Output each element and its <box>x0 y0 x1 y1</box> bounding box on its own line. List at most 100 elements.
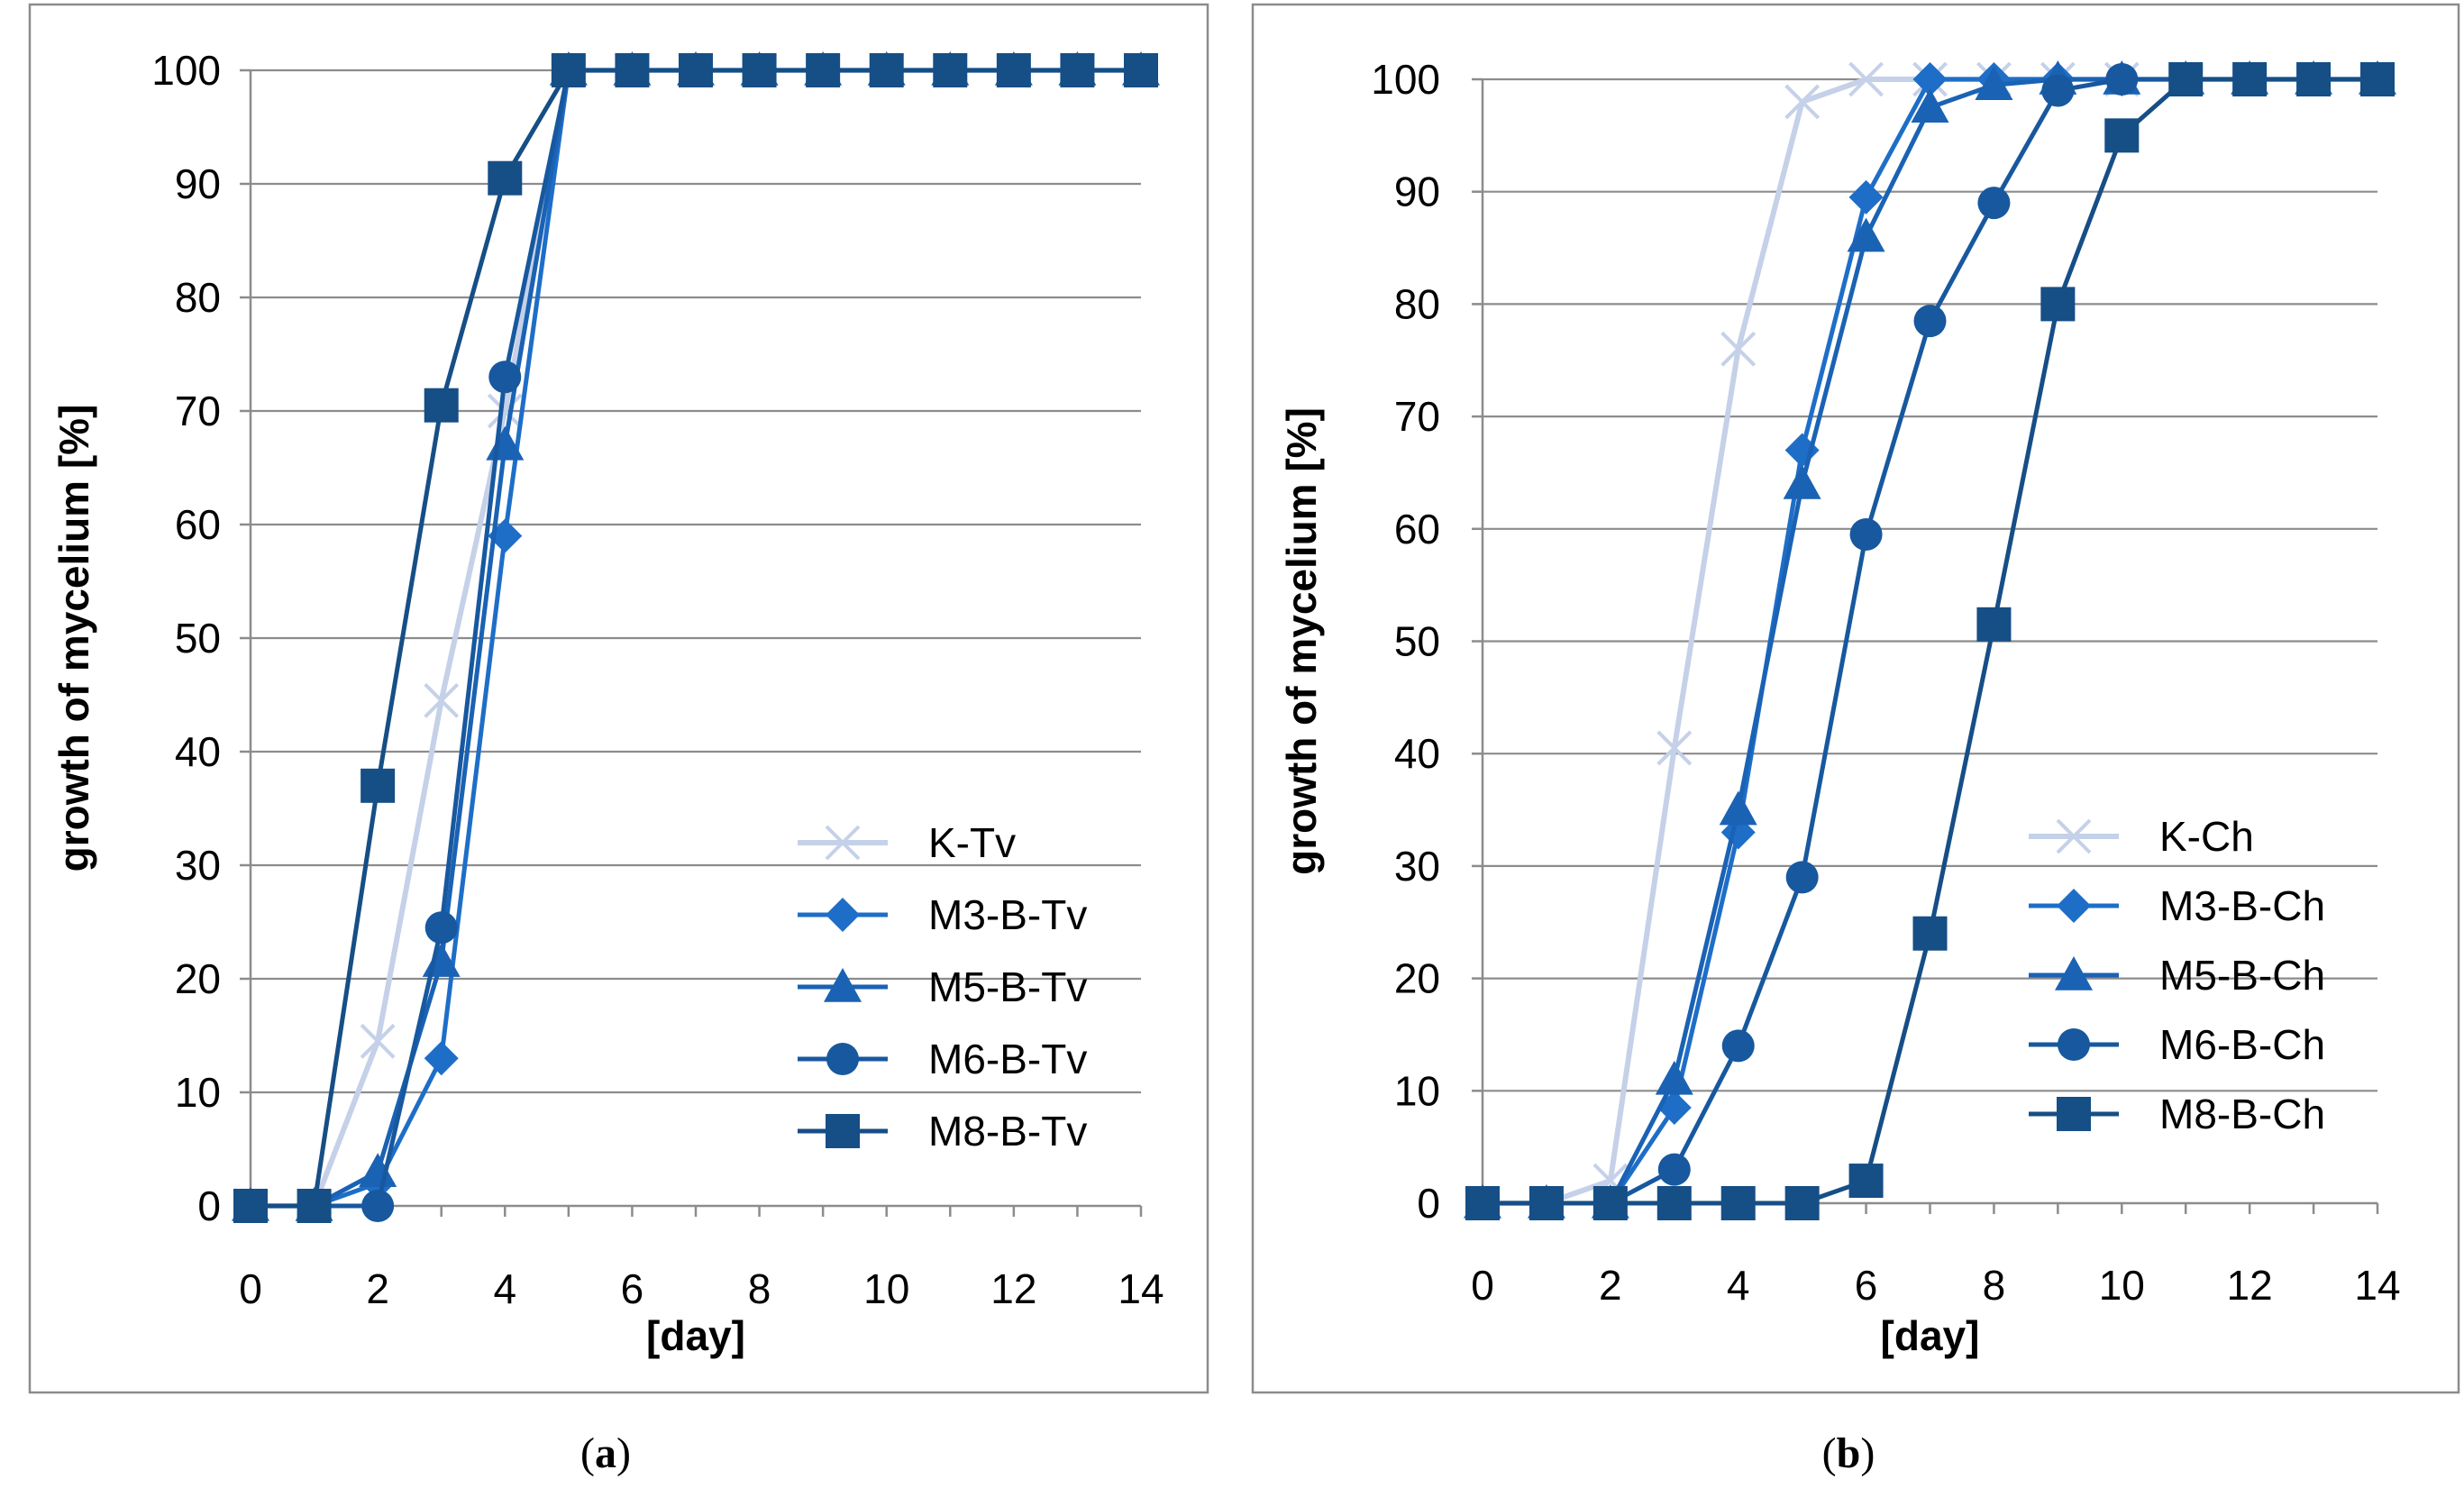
x-tick-label: 8 <box>1983 1262 2006 1309</box>
data-point <box>488 361 522 394</box>
data-point <box>679 53 713 87</box>
legend-marker <box>826 898 860 932</box>
data-point <box>424 1041 459 1076</box>
data-point <box>359 1153 397 1187</box>
y-tick-label: 100 <box>151 47 221 94</box>
data-point <box>1656 730 1693 766</box>
legend-marker <box>2058 1028 2090 1061</box>
y-tick-label: 70 <box>1394 393 1440 440</box>
panel-caption-b: (b) <box>1822 1429 1875 1477</box>
x-tick-label: 0 <box>1471 1262 1494 1309</box>
y-tick-label: 50 <box>1394 618 1440 665</box>
y-tick-label: 90 <box>175 160 221 207</box>
data-point <box>1720 331 1757 367</box>
legend-item: M3-B-Tv <box>798 891 1087 938</box>
x-tick-label: 2 <box>1599 1262 1622 1309</box>
data-point <box>806 53 841 87</box>
data-point <box>1912 916 1948 951</box>
x-tick-label: 14 <box>2354 1262 2400 1309</box>
y-tick-label: 20 <box>1394 955 1440 1002</box>
caption-b-open: ( <box>1822 1429 1837 1477</box>
legend-label: M3-B-Tv <box>928 891 1087 938</box>
legend-label: M8-B-Ch <box>2159 1091 2325 1137</box>
y-tick-label: 10 <box>175 1069 221 1116</box>
data-point <box>1848 61 1884 97</box>
data-point <box>615 53 650 87</box>
legend-item: M8-B-Tv <box>798 1108 1087 1155</box>
data-point <box>360 1023 396 1059</box>
data-point <box>1911 88 1949 123</box>
legend-item: K-Ch <box>2029 813 2254 860</box>
data-point <box>1977 187 2011 220</box>
legend-marker <box>2057 1097 2091 1131</box>
data-point <box>2105 63 2139 96</box>
data-point <box>1912 62 1948 96</box>
data-point <box>1783 464 1821 499</box>
legend-label: M6-B-Ch <box>2159 1021 2325 1068</box>
x-tick-label: 6 <box>621 1265 644 1312</box>
x-tick-label: 10 <box>863 1265 909 1312</box>
data-point <box>1060 53 1095 87</box>
y-tick-label: 30 <box>1394 843 1440 890</box>
x-tick-label: 14 <box>1118 1265 1164 1312</box>
y-tick-label: 0 <box>197 1182 221 1229</box>
x-tick-label: 10 <box>2099 1262 2145 1309</box>
data-point <box>297 1189 332 1223</box>
chart-frame <box>1251 3 2460 1394</box>
data-point <box>488 160 523 196</box>
legend-label: M8-B-Tv <box>928 1108 1087 1155</box>
y-tick-label: 50 <box>175 615 221 662</box>
data-point <box>1657 1153 1691 1186</box>
data-point <box>933 53 968 87</box>
data-point <box>1849 518 1883 552</box>
data-point <box>2041 74 2075 107</box>
y-tick-label: 40 <box>1394 730 1440 777</box>
data-point <box>2040 287 2076 322</box>
data-point <box>1655 1060 1693 1095</box>
legend-label: K-Tv <box>928 819 1016 866</box>
legend-marker <box>826 1043 859 1075</box>
panel-caption-a: (a) <box>580 1429 631 1477</box>
x-tick-label: 2 <box>366 1265 389 1312</box>
data-point <box>1784 1186 1820 1220</box>
data-point <box>1465 1186 1500 1220</box>
y-tick-label: 40 <box>175 728 221 775</box>
y-tick-label: 60 <box>1394 506 1440 552</box>
data-point <box>1913 305 1947 338</box>
caption-b-close: ) <box>1860 1429 1875 1477</box>
legend-marker <box>825 825 861 861</box>
caption-a-letter: a <box>595 1429 616 1477</box>
data-point <box>1656 1186 1692 1220</box>
chart-panel-b: 0 10 20 30 40 50 60 70 80 90 100 0 2 4 6 8 10 12 14 [day] gr… <box>1251 3 2460 1394</box>
series-m8-b-ch <box>1465 62 2395 1220</box>
y-tick-label: 80 <box>1394 280 1440 327</box>
legend-item: M3-B-Ch <box>2029 882 2325 929</box>
y-tick-label: 70 <box>175 388 221 434</box>
legend-item: M6-B-Tv <box>798 1036 1087 1082</box>
legend-label: M3-B-Ch <box>2159 882 2325 929</box>
data-point <box>424 682 460 718</box>
data-point <box>424 911 458 945</box>
data-point <box>869 53 904 87</box>
x-tick-label: 4 <box>1727 1262 1750 1309</box>
data-point <box>2168 62 2204 96</box>
data-point <box>1784 84 1821 120</box>
x-axis-title: [day] <box>1881 1312 1980 1359</box>
data-point <box>1975 66 2013 101</box>
x-tick-label: 12 <box>2227 1262 2273 1309</box>
y-axis-title: growth of mycelium [%] <box>1278 407 1325 875</box>
data-point <box>996 53 1031 87</box>
data-point <box>742 53 777 87</box>
legend-item: K-Tv <box>798 819 1016 866</box>
y-axis-title: growth of mycelium [%] <box>50 405 97 872</box>
y-tick-label: 60 <box>175 501 221 548</box>
data-point <box>1719 790 1757 826</box>
x-tick-label: 4 <box>493 1265 516 1312</box>
data-point <box>1592 1186 1628 1220</box>
x-tick-label: 12 <box>990 1265 1036 1312</box>
legend-label: M5-B-Tv <box>928 963 1087 1010</box>
data-point <box>2232 62 2268 96</box>
legend-item: M5-B-Tv <box>798 963 1087 1010</box>
chart-frame <box>28 3 1209 1394</box>
data-point <box>2360 62 2395 96</box>
